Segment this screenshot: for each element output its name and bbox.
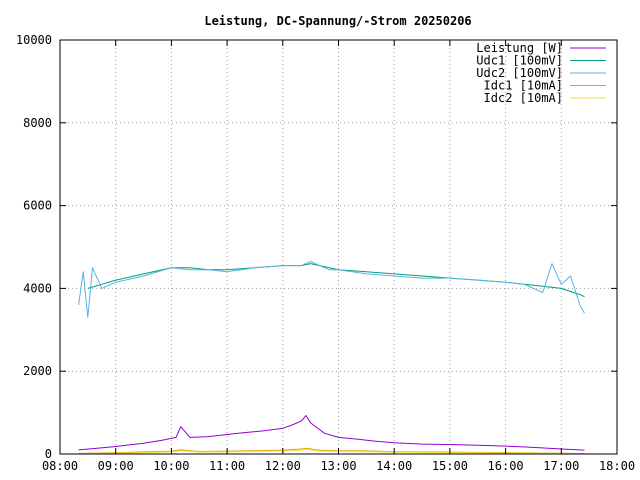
legend-label: Leistung [W] xyxy=(476,41,563,55)
series-line-2 xyxy=(87,263,585,298)
x-tick-label: 12:00 xyxy=(265,459,301,473)
series-line-1 xyxy=(78,415,585,451)
x-tick-label: 15:00 xyxy=(432,459,468,473)
y-tick-label: 4000 xyxy=(23,281,52,295)
legend-label: Idc2 [10mA] xyxy=(484,91,563,105)
y-tick-label: 6000 xyxy=(23,199,52,213)
chart-title: Leistung, DC-Spannung/-Strom 20250206 xyxy=(204,14,471,28)
x-tick-label: 13:00 xyxy=(320,459,356,473)
y-tick-label: 8000 xyxy=(23,116,52,130)
series-line-3 xyxy=(78,261,585,318)
x-tick-label: 17:00 xyxy=(543,459,579,473)
y-axis: 0 2000 4000 6000 8000 10000 xyxy=(16,33,617,461)
x-axis: 08:00 09:00 10:00 11:00 12:00 13:00 14:00 15:00… xyxy=(42,40,635,473)
x-tick-label: 08:00 xyxy=(42,459,78,473)
legend: Leistung [W]Udc1 [100mV]Udc2 [100mV]Idc1… xyxy=(476,41,606,105)
grid xyxy=(60,40,617,454)
x-tick-label: 09:00 xyxy=(98,459,134,473)
x-tick-label: 18:00 xyxy=(599,459,635,473)
x-tick-label: 14:00 xyxy=(376,459,412,473)
legend-label: Udc2 [100mV] xyxy=(476,66,563,80)
legend-label: Udc1 [100mV] xyxy=(476,54,563,68)
series-lines xyxy=(78,261,585,455)
x-tick-label: 10:00 xyxy=(153,459,189,473)
x-tick-label: 16:00 xyxy=(488,459,524,473)
y-tick-label: 10000 xyxy=(16,33,52,47)
y-tick-label: 0 xyxy=(45,447,52,461)
y-tick-label: 2000 xyxy=(23,364,52,378)
legend-label: Idc1 [10mA] xyxy=(484,79,563,93)
x-tick-label: 11:00 xyxy=(209,459,245,473)
